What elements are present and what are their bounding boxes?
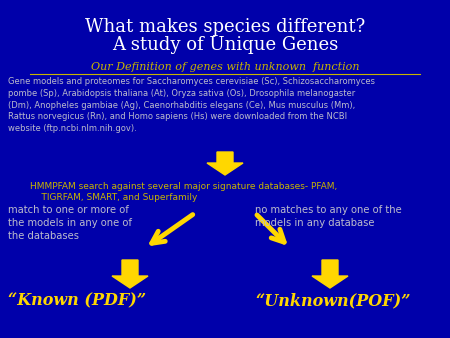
Text: “Unknown(POF)”: “Unknown(POF)” <box>255 292 410 309</box>
Text: Our Definition of genes with unknown  function: Our Definition of genes with unknown fun… <box>91 62 359 72</box>
Text: no matches to any one of the
models in any database: no matches to any one of the models in a… <box>255 205 402 228</box>
FancyArrow shape <box>112 260 148 288</box>
Text: What makes species different?: What makes species different? <box>85 18 365 36</box>
Text: “Known (PDF)”: “Known (PDF)” <box>8 292 146 309</box>
Text: match to one or more of
the models in any one of
the databases: match to one or more of the models in an… <box>8 205 132 241</box>
FancyArrow shape <box>207 152 243 175</box>
FancyArrow shape <box>312 260 348 288</box>
Text: A study of Unique Genes: A study of Unique Genes <box>112 36 338 54</box>
Text: HMMPFAM search against several major signature databases- PFAM,
    TIGRFAM, SMA: HMMPFAM search against several major sig… <box>30 182 337 202</box>
Text: Gene models and proteomes for Saccharomyces cerevisiae (Sc), Schizosaccharomyces: Gene models and proteomes for Saccharomy… <box>8 77 375 133</box>
